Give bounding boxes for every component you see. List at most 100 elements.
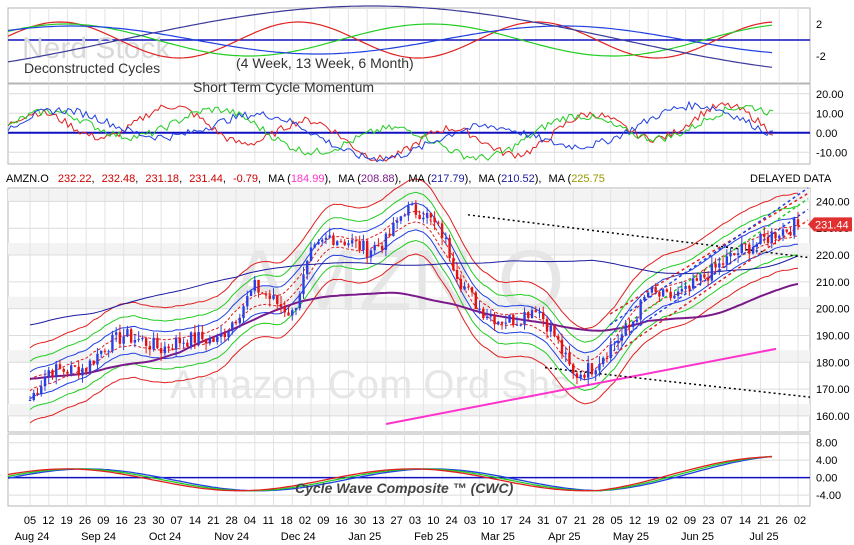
- candle: [324, 233, 328, 245]
- candle: [624, 319, 627, 335]
- candle-body: [410, 204, 414, 206]
- candle-body: [616, 340, 620, 344]
- candle-body: [425, 213, 429, 218]
- candle: [362, 234, 365, 254]
- x-day-label-26: 17: [501, 515, 513, 527]
- candle-body: [688, 285, 691, 289]
- x-day-label-1: 12: [42, 515, 54, 527]
- candle: [729, 247, 732, 265]
- candle: [534, 306, 537, 313]
- header-ma4-label: MA: [478, 173, 495, 185]
- candle-body: [219, 333, 223, 337]
- candle: [231, 321, 234, 335]
- candle-body: [163, 346, 167, 354]
- candle-body: [118, 332, 122, 344]
- candle-body: [193, 332, 197, 343]
- candle: [515, 316, 519, 326]
- candle-body: [159, 348, 163, 354]
- candle: [62, 367, 65, 376]
- candle-body: [594, 370, 597, 375]
- x-month-label-11: Jul 25: [749, 531, 778, 543]
- x-month-label-9: May 25: [613, 531, 649, 543]
- top-panel-subtitle: (4 Week, 13 Week, 6 Month): [236, 55, 414, 71]
- candle: [789, 226, 792, 237]
- candle: [51, 368, 54, 380]
- candle: [710, 256, 714, 284]
- candle-body: [249, 290, 253, 297]
- candle: [377, 238, 380, 247]
- x-day-label-30: 21: [574, 515, 586, 527]
- x-day-label-15: 02: [299, 515, 311, 527]
- candle: [144, 336, 148, 354]
- candle-body: [114, 332, 118, 335]
- envelope-lower-0: [29, 253, 799, 424]
- candle: [298, 291, 301, 311]
- candle-body: [489, 315, 492, 317]
- main-watermark-name: Amazon Com Ord Shs: [170, 363, 570, 407]
- candle: [684, 281, 687, 295]
- candle-body: [126, 329, 129, 337]
- momentum-line-0: [7, 102, 774, 162]
- candle-body: [268, 295, 271, 299]
- candle-body: [500, 321, 504, 324]
- candle-body: [204, 339, 208, 344]
- candle-body: [399, 216, 403, 221]
- candle-body: [403, 215, 406, 217]
- candle: [133, 334, 137, 348]
- candle: [126, 325, 129, 338]
- candle-body: [92, 360, 95, 365]
- candle: [699, 273, 702, 286]
- candle-body: [748, 244, 751, 254]
- candle: [748, 242, 751, 260]
- candle: [601, 356, 605, 367]
- header-low: 231.18: [145, 173, 179, 185]
- candle-body: [643, 296, 646, 301]
- x-day-label-35: 02: [666, 515, 678, 527]
- x-day-label-36: 09: [684, 515, 696, 527]
- header-ma3: 217.79: [431, 173, 465, 185]
- momentum-line-1: [7, 104, 774, 161]
- candle: [658, 291, 661, 302]
- candle: [620, 328, 624, 347]
- candle-body: [587, 363, 590, 378]
- candle-body: [766, 236, 770, 243]
- header-ma1-label: MA: [268, 173, 285, 185]
- candle: [103, 348, 107, 355]
- candle: [444, 232, 448, 245]
- candle-body: [242, 306, 245, 319]
- candle-body: [234, 322, 238, 324]
- candle: [418, 210, 421, 220]
- x-day-label-16: 09: [317, 515, 329, 527]
- candle: [283, 300, 286, 318]
- main-ytick-4: 200.00: [816, 304, 850, 316]
- mom-ytick-0: 20.00: [816, 89, 844, 101]
- candle-body: [658, 291, 661, 297]
- candle-body: [534, 310, 537, 313]
- cycle-line-0: [7, 21, 773, 59]
- x-day-label-31: 28: [592, 515, 604, 527]
- candle-body: [264, 293, 268, 296]
- candle: [392, 216, 395, 237]
- candle-body: [598, 364, 601, 371]
- candle: [609, 338, 612, 363]
- candle: [564, 346, 567, 362]
- candle: [616, 334, 620, 351]
- candle-body: [201, 331, 204, 340]
- x-month-label-3: Nov 24: [214, 531, 249, 543]
- candle: [493, 312, 496, 332]
- candle-body: [178, 338, 182, 344]
- candle-body: [339, 241, 343, 243]
- candle-body: [553, 325, 556, 337]
- candle-body: [493, 315, 496, 325]
- candle: [276, 295, 279, 311]
- candle-body: [291, 310, 294, 316]
- candle: [598, 356, 601, 377]
- candle-body: [395, 220, 399, 223]
- cwc-line-2: [7, 456, 773, 492]
- candle-body: [287, 312, 290, 316]
- candle-body: [785, 229, 788, 232]
- candle-body: [47, 370, 50, 378]
- candle: [111, 330, 114, 354]
- candle: [553, 325, 556, 338]
- candle: [414, 200, 418, 219]
